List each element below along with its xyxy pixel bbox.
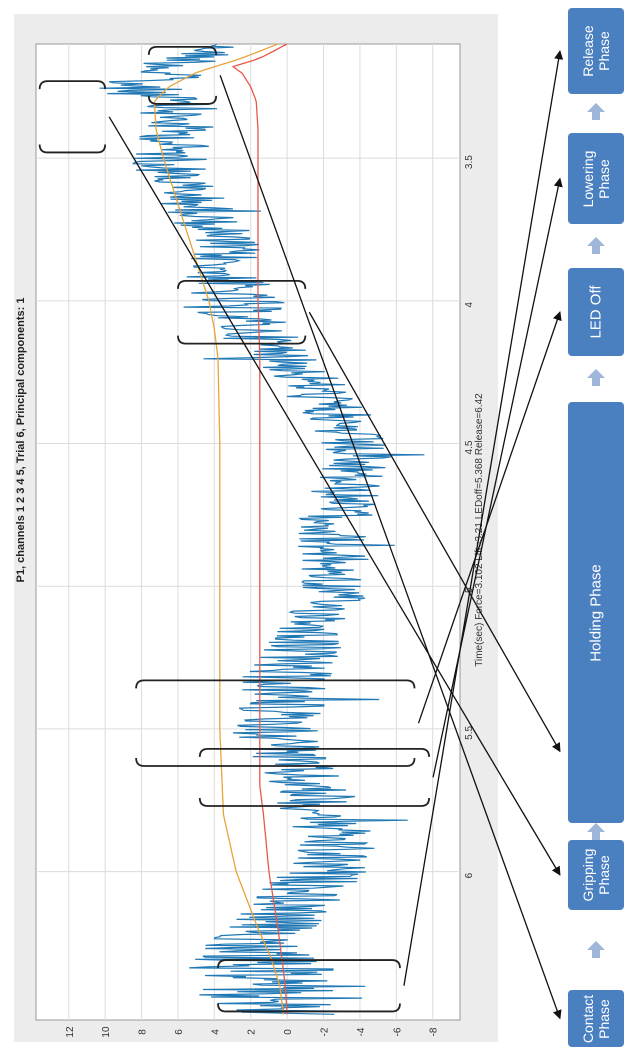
phase-box-release: Release Phase	[568, 8, 624, 94]
pointer-arrow-contact	[219, 75, 562, 1020]
pointer-arrow-led-off	[417, 311, 562, 724]
phase-box-contact: Contact Phase	[568, 990, 624, 1047]
up-arrow-icon	[587, 823, 605, 840]
series-line-3	[231, 43, 288, 1015]
time-tick-label: 6	[464, 872, 475, 878]
time-tick-label: 4	[464, 302, 475, 308]
up-arrow-icon	[587, 237, 605, 254]
phase-bracket-open-5	[198, 747, 430, 757]
time-tick-label: 3.5	[464, 155, 475, 169]
value-tick-label: -8	[429, 1027, 440, 1036]
phase-bracket-close-1	[147, 95, 218, 105]
value-tick-label: 6	[174, 1029, 185, 1035]
phase-bracket-close-3	[177, 335, 307, 345]
value-tick-label: 8	[138, 1029, 149, 1035]
pointer-arrow-holding	[308, 311, 561, 753]
phase-box-lowering: Lowering Phase	[568, 133, 624, 224]
phase-bracket-close-2	[38, 144, 107, 154]
phase-box-holding: Holding Phase	[568, 402, 624, 823]
phase-label-lowering: Lowering Phase	[579, 150, 612, 207]
pointer-arrow-release	[403, 50, 564, 986]
phase-box-gripping: Gripping Phase	[568, 840, 624, 910]
phase-label-holding: Holding Phase	[587, 563, 605, 662]
phase-bracket-close-5	[198, 797, 430, 807]
pointer-arrow-gripping	[108, 116, 561, 876]
series-line-2	[153, 43, 285, 1015]
chart-title: P1, channels 1 2 3 4 5, Trial 6, Princip…	[15, 298, 27, 583]
plot-area	[35, 43, 461, 1021]
phase-bracket-close-4	[135, 757, 416, 767]
value-tick-label: 4	[210, 1029, 221, 1035]
up-arrow-icon	[587, 941, 605, 958]
phase-bracket-open-3	[177, 279, 307, 289]
value-tick-label: -2	[320, 1027, 331, 1036]
time-tick-label: 4.5	[464, 440, 475, 454]
pointer-arrow-lowering	[432, 177, 563, 778]
value-tick-label: -4	[356, 1027, 367, 1036]
phase-bracket-open-6	[217, 959, 401, 969]
phase-box-led-off: LED Off	[568, 268, 624, 356]
phase-label-release: Release Phase	[579, 25, 612, 77]
phase-bracket-close-6	[217, 1003, 401, 1013]
value-tick-label: 12	[65, 1026, 76, 1038]
phase-bracket-open-2	[38, 80, 107, 90]
time-tick-label: 5.5	[464, 726, 475, 740]
up-arrow-icon	[587, 103, 605, 120]
phase-label-led-off: LED Off	[587, 285, 605, 339]
phase-bracket-open-4	[135, 679, 416, 689]
phase-label-gripping: Gripping Phase	[579, 848, 612, 902]
phase-bracket-open-1	[147, 45, 218, 55]
value-tick-label: 10	[101, 1026, 112, 1038]
phase-label-contact: Contact Phase	[579, 994, 612, 1043]
up-arrow-icon	[587, 369, 605, 386]
series-line-1	[99, 43, 425, 1015]
value-tick-label: 0	[283, 1029, 294, 1035]
value-tick-label: -6	[392, 1027, 403, 1036]
value-tick-label: 2	[247, 1029, 258, 1035]
